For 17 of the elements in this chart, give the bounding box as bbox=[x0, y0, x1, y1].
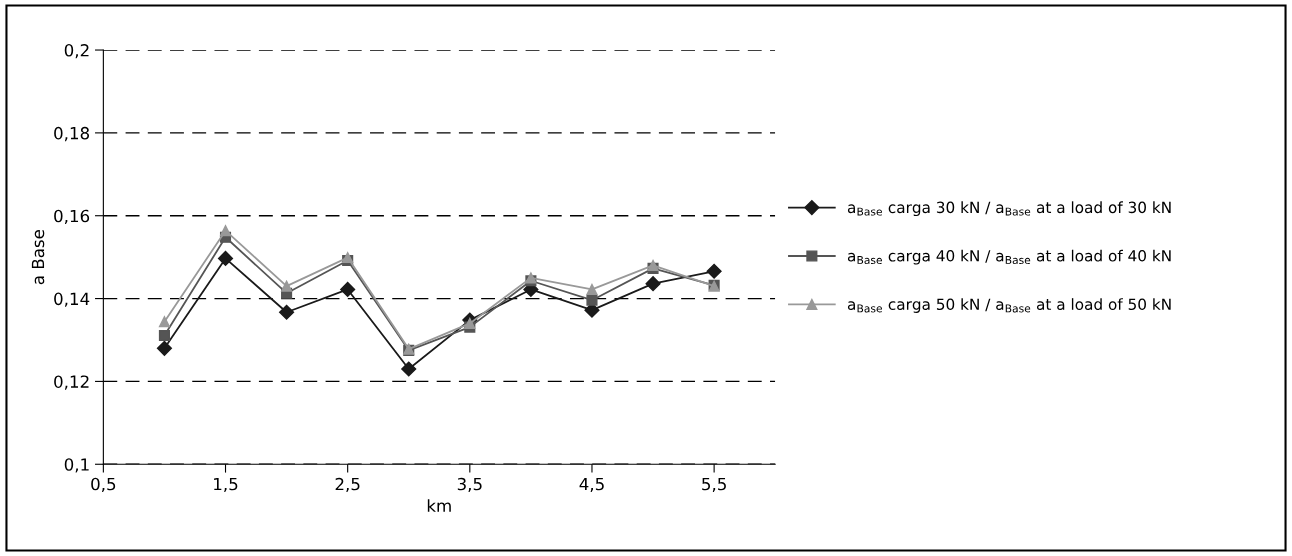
y-tick-label: 0,1 bbox=[64, 458, 89, 473]
y-tick-label: 0,16 bbox=[54, 209, 90, 224]
x-tick-label: 3,5 bbox=[457, 477, 482, 493]
x-tick-label: 1,5 bbox=[214, 477, 238, 493]
y-tick-label: 0,12 bbox=[54, 375, 89, 390]
y-tick-label: 0,18 bbox=[54, 126, 90, 142]
legend-label: a$_{Base}$ carga 30 kN / a$_{Base}$ at a load of 30 kN bbox=[847, 201, 1171, 217]
y-tick-label: 0,14 bbox=[54, 292, 90, 307]
y-tick-label: 0,2 bbox=[64, 44, 89, 59]
x-tick-label: 4,5 bbox=[579, 477, 604, 493]
x-axis-title: km bbox=[427, 499, 451, 512]
x-tick-label: 5,5 bbox=[702, 477, 726, 493]
legend-label: a$_{Base}$ carga 50 kN / a$_{Base}$ at a load of 50 kN bbox=[847, 298, 1171, 313]
x-tick-label: 2,5 bbox=[335, 477, 360, 493]
y-axis-title: a Base bbox=[31, 229, 45, 285]
legend-label: a$_{Base}$ carga 40 kN / a$_{Base}$ at a load of 40 kN bbox=[847, 249, 1171, 265]
x-tick-label: 0,5 bbox=[91, 477, 116, 493]
